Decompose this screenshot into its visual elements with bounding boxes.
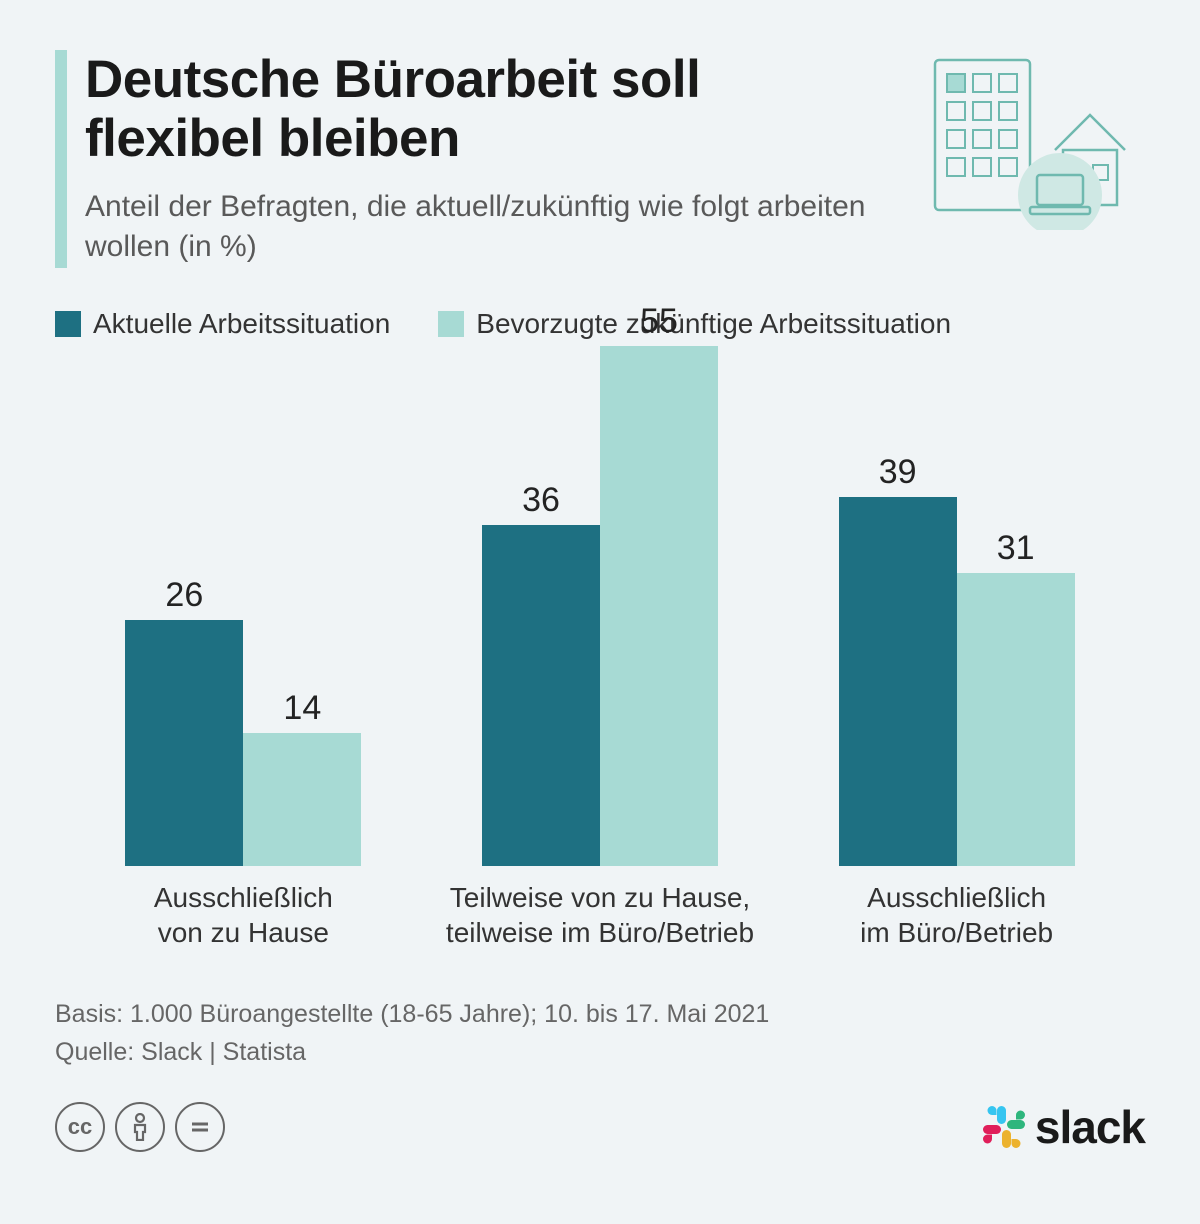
bar-value-future: 31 bbox=[957, 529, 1075, 568]
category-label: Teilweise von zu Hause,teilweise im Büro… bbox=[446, 880, 754, 950]
bar-value-current: 26 bbox=[125, 576, 243, 615]
bar-value-future: 55 bbox=[600, 302, 718, 341]
page-subtitle: Anteil der Befragten, die aktuell/zukünf… bbox=[85, 187, 885, 268]
legend-swatch-future bbox=[438, 311, 464, 337]
footer-source: Quelle: Slack | Statista bbox=[55, 1033, 1145, 1072]
office-home-laptop-icon bbox=[915, 50, 1145, 230]
cc-nd-icon bbox=[175, 1102, 225, 1152]
cc-by-icon bbox=[115, 1102, 165, 1152]
footer-basis: Basis: 1.000 Büroangestellte (18-65 Jahr… bbox=[55, 995, 1145, 1034]
bar-future: 55 bbox=[600, 346, 718, 866]
bar-current: 26 bbox=[125, 620, 243, 866]
legend-label-current: Aktuelle Arbeitssituation bbox=[93, 308, 390, 340]
slack-wordmark: slack bbox=[1035, 1100, 1145, 1154]
bar-group: 3931Ausschließlichim Büro/Betrieb bbox=[780, 346, 1133, 950]
slack-logo: slack bbox=[979, 1100, 1145, 1154]
legend-swatch-current bbox=[55, 311, 81, 337]
category-label: Ausschließlichim Büro/Betrieb bbox=[860, 880, 1053, 950]
bar-value-current: 36 bbox=[482, 481, 600, 520]
legend-item-current: Aktuelle Arbeitssituation bbox=[55, 308, 390, 340]
bar-current: 36 bbox=[482, 525, 600, 865]
bar-value-future: 14 bbox=[243, 689, 361, 728]
title-accent-bar bbox=[55, 50, 67, 268]
cc-license-badges: cc bbox=[55, 1102, 225, 1152]
cc-icon: cc bbox=[55, 1102, 105, 1152]
page-title: Deutsche Büroarbeit soll flexibel bleibe… bbox=[85, 50, 885, 169]
bar-value-current: 39 bbox=[839, 453, 957, 492]
bar-current: 39 bbox=[839, 497, 957, 866]
bar-group: 2614Ausschließlichvon zu Hause bbox=[67, 346, 420, 950]
bar-future: 14 bbox=[243, 733, 361, 865]
bar-group: 3655 Teilweise von zu Hause,teilweise im … bbox=[423, 346, 776, 950]
bar-chart: 2614Ausschließlichvon zu Hause3655Teilwe… bbox=[55, 350, 1145, 950]
category-label: Ausschließlichvon zu Hause bbox=[154, 880, 333, 950]
bar-future: 31 bbox=[957, 573, 1075, 866]
